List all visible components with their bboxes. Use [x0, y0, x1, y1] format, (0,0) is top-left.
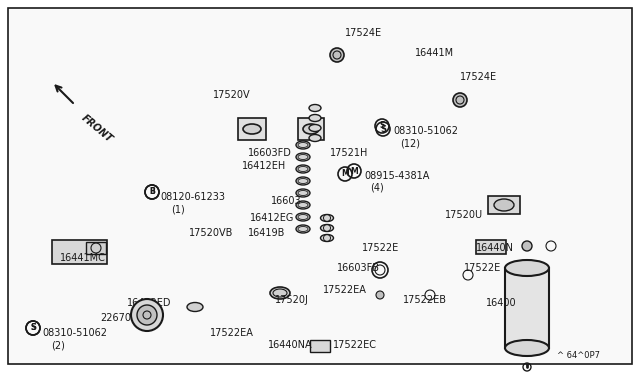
Ellipse shape — [243, 124, 261, 134]
Ellipse shape — [303, 124, 319, 134]
Bar — [298, 118, 324, 140]
Ellipse shape — [505, 260, 549, 276]
Ellipse shape — [321, 234, 333, 241]
Text: 08915-4381A: 08915-4381A — [364, 171, 429, 181]
Text: 16400: 16400 — [486, 298, 516, 308]
Text: S: S — [30, 324, 36, 333]
Text: (1): (1) — [171, 204, 185, 214]
Text: 17522EC: 17522EC — [333, 340, 377, 350]
Text: 17520V: 17520V — [213, 90, 251, 100]
Text: 16419B: 16419B — [248, 228, 285, 238]
Text: S: S — [380, 125, 386, 134]
Text: 08120-61233: 08120-61233 — [160, 192, 225, 202]
Ellipse shape — [309, 115, 321, 122]
Bar — [52, 240, 107, 264]
Text: M: M — [341, 170, 349, 179]
Text: 17520U: 17520U — [445, 210, 483, 220]
Polygon shape — [404, 78, 428, 87]
Polygon shape — [341, 54, 365, 62]
Ellipse shape — [505, 340, 549, 356]
Text: 17522EA: 17522EA — [323, 285, 367, 295]
Text: 17522EA: 17522EA — [210, 328, 254, 338]
Text: 16412EG: 16412EG — [250, 213, 294, 223]
Text: 08310-51062: 08310-51062 — [42, 328, 107, 338]
Polygon shape — [356, 60, 380, 68]
Bar — [86, 242, 106, 254]
Text: 17522E: 17522E — [464, 263, 501, 273]
Text: 16603FB: 16603FB — [337, 263, 380, 273]
Ellipse shape — [309, 135, 321, 141]
Ellipse shape — [296, 201, 310, 209]
Text: ^ 64^0P7: ^ 64^0P7 — [557, 351, 600, 360]
Text: 17524E: 17524E — [460, 72, 497, 82]
Text: 16440NA: 16440NA — [268, 340, 312, 350]
Text: 17522EB: 17522EB — [403, 295, 447, 305]
Ellipse shape — [296, 177, 310, 185]
Circle shape — [376, 291, 384, 299]
Circle shape — [453, 93, 467, 107]
Text: 17524E: 17524E — [345, 28, 382, 38]
Ellipse shape — [321, 215, 333, 221]
Text: 16441MC: 16441MC — [60, 253, 106, 263]
Text: (12): (12) — [400, 138, 420, 148]
Ellipse shape — [187, 302, 203, 311]
Text: 16412EH: 16412EH — [242, 161, 286, 171]
Ellipse shape — [296, 165, 310, 173]
Circle shape — [137, 305, 157, 325]
Text: B: B — [149, 187, 155, 196]
Ellipse shape — [494, 199, 514, 211]
Bar — [505, 268, 549, 348]
Text: S: S — [380, 122, 385, 131]
Bar — [488, 196, 520, 214]
Ellipse shape — [296, 213, 310, 221]
Bar — [310, 340, 330, 352]
Ellipse shape — [270, 287, 290, 299]
Ellipse shape — [309, 125, 321, 131]
Text: S: S — [30, 324, 36, 333]
Polygon shape — [388, 73, 412, 81]
Text: 16603: 16603 — [271, 196, 301, 206]
Text: 17520J: 17520J — [275, 295, 309, 305]
Ellipse shape — [296, 153, 310, 161]
Polygon shape — [420, 85, 444, 93]
Text: B: B — [149, 187, 155, 196]
Bar — [238, 118, 266, 140]
Text: 08310-51062: 08310-51062 — [393, 126, 458, 136]
Polygon shape — [372, 66, 396, 74]
Circle shape — [131, 299, 163, 331]
Bar — [476, 240, 506, 254]
Ellipse shape — [321, 224, 333, 231]
Text: FRONT: FRONT — [80, 113, 115, 145]
Ellipse shape — [296, 141, 310, 149]
Polygon shape — [435, 91, 459, 99]
Text: M: M — [350, 167, 358, 176]
Circle shape — [522, 241, 532, 251]
Text: 16603FD: 16603FD — [248, 148, 292, 158]
Ellipse shape — [309, 105, 321, 112]
Text: 17521H: 17521H — [330, 148, 369, 158]
Circle shape — [330, 48, 344, 62]
Ellipse shape — [296, 225, 310, 233]
Text: (2): (2) — [51, 340, 65, 350]
Text: 17522E: 17522E — [362, 243, 399, 253]
Text: 16412ED: 16412ED — [127, 298, 172, 308]
Text: 16440N: 16440N — [476, 243, 514, 253]
Ellipse shape — [296, 189, 310, 197]
Text: 17520VB: 17520VB — [189, 228, 234, 238]
Text: 16441M: 16441M — [415, 48, 454, 58]
Text: (4): (4) — [370, 183, 384, 193]
Text: 22670M: 22670M — [100, 313, 140, 323]
